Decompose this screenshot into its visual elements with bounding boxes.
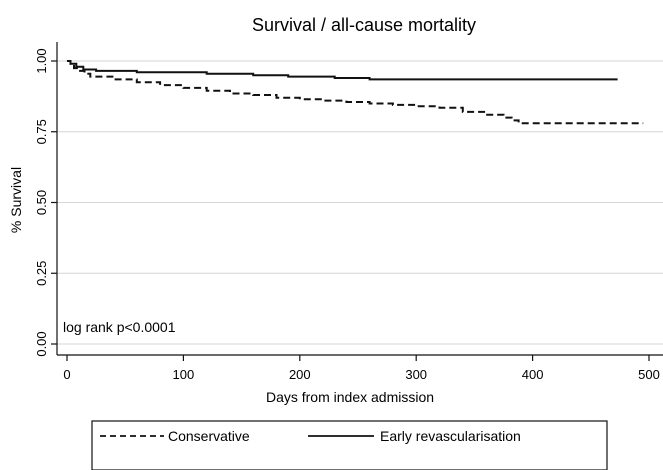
x-axis-title: Days from index admission: [266, 389, 434, 405]
chart-title: Survival / all-cause mortality: [252, 15, 476, 35]
gridlines: [57, 60, 663, 345]
y-tick-label-4: 1.00: [34, 48, 49, 73]
x-tick-label-2: 200: [289, 367, 311, 382]
x-tick-label-4: 400: [522, 367, 544, 382]
y-tick-label-3: 0.75: [34, 119, 49, 144]
x-tick-label-5: 500: [638, 367, 660, 382]
y-axis-title: % Survival: [8, 167, 24, 233]
y-tick-label-0: 0.00: [34, 331, 49, 356]
x-tick-label-1: 100: [173, 367, 195, 382]
y-tick-label-2: 0.50: [34, 190, 49, 215]
legend: Conservative Early revascularisation: [91, 420, 608, 470]
x-tick-label-0: 0: [63, 367, 70, 382]
series-line-early-revascularisation: [67, 60, 618, 81]
legend-label-early-revascularisation: Early revascularisation: [380, 428, 521, 444]
y-tick-label-1: 0.25: [34, 261, 49, 286]
series-line-conservative: [67, 60, 644, 125]
legend-label-conservative: Conservative: [168, 428, 250, 444]
x-axis-ticks: 0 100 200 300 400 500: [63, 355, 660, 382]
legend-box: [91, 420, 608, 470]
series-lines: [67, 60, 644, 125]
y-axis-ticks: 0.00 0.25 0.50 0.75 1.00: [34, 48, 57, 357]
x-tick-label-3: 300: [405, 367, 427, 382]
log-rank-annotation: log rank p<0.0001: [63, 319, 176, 335]
